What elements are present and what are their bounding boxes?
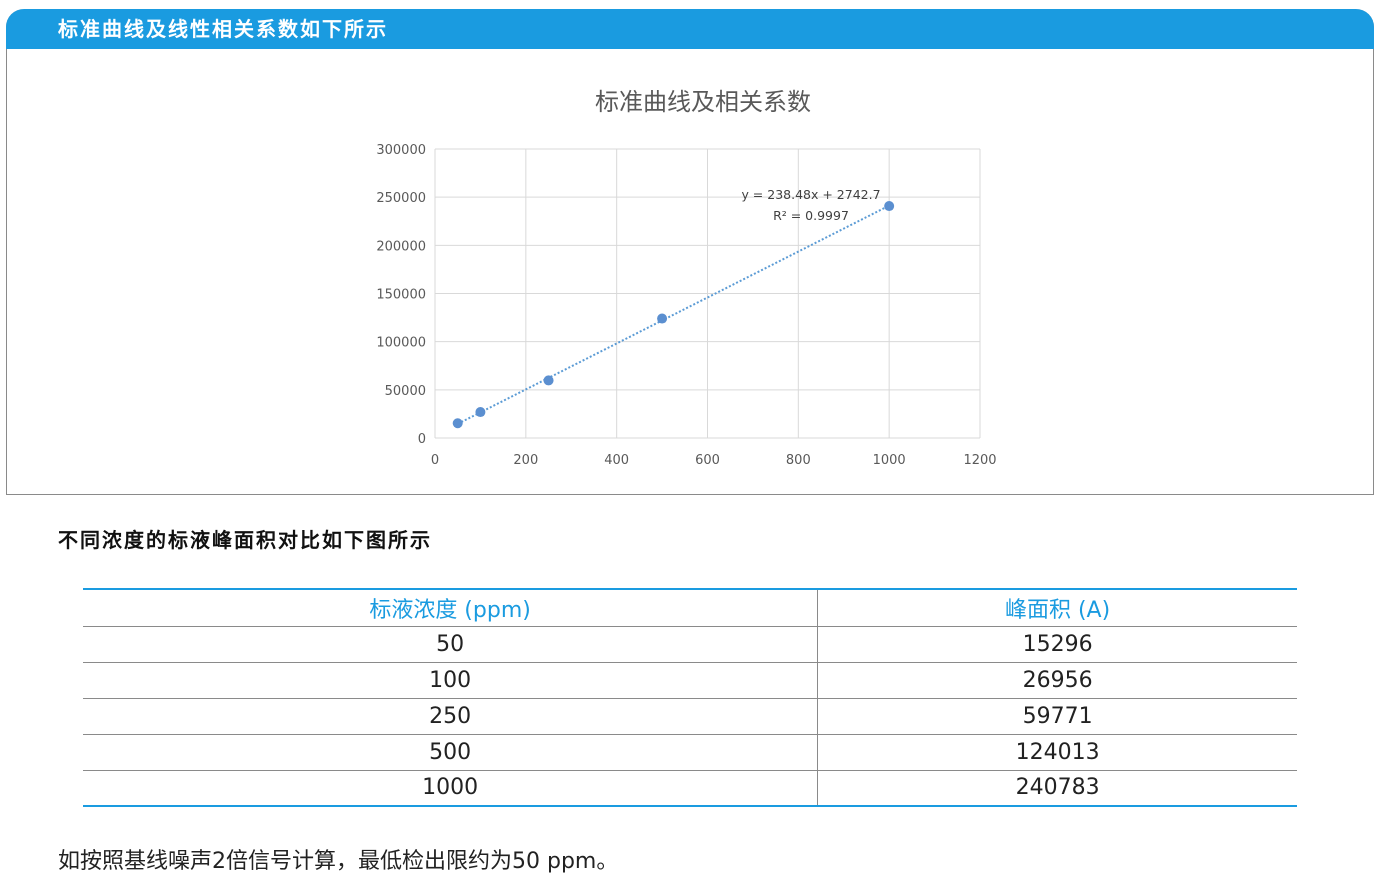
calibration-chart: 标准曲线及相关系数 0 50000 100000 150000 200000 250000… — [376, 88, 996, 468]
panel-title: 标准曲线及线性相关系数如下所示 — [58, 17, 388, 41]
y-tick-label: 300000 — [376, 143, 426, 158]
data-point — [452, 418, 463, 429]
detection-limit-note: 如按照基线噪声2倍信号计算，最低检出限约为50 ppm。 — [58, 849, 619, 874]
data-points — [452, 201, 895, 429]
trendline-annotations: y = 238.48x + 2742.7 R² = 0.9997 — [741, 187, 880, 223]
peak-area-cell: 240783 — [817, 770, 1297, 807]
concentration-cell: 1000 — [83, 770, 819, 807]
data-point — [475, 407, 486, 418]
peak-area-table: 标液浓度 (ppm) 峰面积 (A) 50 15296 100 26956 25… — [83, 588, 1297, 807]
trendline — [457, 204, 890, 425]
y-tick-label: 100000 — [376, 336, 426, 351]
data-point — [884, 201, 895, 212]
x-tick-label: 1200 — [963, 453, 996, 468]
x-tick-label: 800 — [786, 453, 811, 468]
y-tick-label: 0 — [418, 432, 426, 447]
x-tick-label: 400 — [604, 453, 629, 468]
chart-panel: 标准曲线及线性相关系数如下所示 标准曲线及相关系数 0 50000 100000 15… — [6, 9, 1374, 495]
trendline-equation: y = 238.48x + 2742.7 — [741, 187, 880, 202]
r-squared-label: R² = 0.9997 — [773, 208, 849, 223]
column-header-concentration: 标液浓度 (ppm) — [83, 588, 819, 627]
chart-title: 标准曲线及相关系数 — [595, 88, 811, 116]
x-tick-label: 600 — [695, 453, 720, 468]
peak-area-cell: 124013 — [817, 734, 1297, 771]
x-tick-label: 0 — [431, 453, 439, 468]
trendline-layer — [457, 204, 890, 425]
table-header-row: 标液浓度 (ppm) 峰面积 (A) — [83, 588, 1297, 627]
concentration-cell: 500 — [83, 734, 819, 771]
table-row: 250 59771 — [83, 698, 1297, 735]
x-tick-label: 200 — [513, 453, 538, 468]
peak-area-cell: 26956 — [817, 662, 1297, 699]
table-row: 100 26956 — [83, 662, 1297, 699]
axis-ticks: 0 50000 100000 150000 200000 250000 300000 0 200… — [376, 143, 996, 468]
y-tick-label: 200000 — [376, 239, 426, 254]
y-tick-label: 250000 — [376, 191, 426, 206]
peak-area-cell: 15296 — [817, 626, 1297, 663]
peak-area-cell: 59771 — [817, 698, 1297, 735]
y-tick-label: 50000 — [385, 384, 426, 399]
panel-header: 标准曲线及线性相关系数如下所示 — [6, 9, 1374, 49]
grid — [434, 148, 981, 439]
data-point — [657, 313, 668, 324]
concentration-cell: 250 — [83, 698, 819, 735]
concentration-cell: 100 — [83, 662, 819, 699]
column-header-peak-area: 峰面积 (A) — [817, 588, 1297, 627]
x-tick-label: 1000 — [873, 453, 906, 468]
section-title: 不同浓度的标液峰面积对比如下图所示 — [58, 528, 432, 552]
data-point — [543, 375, 554, 386]
concentration-cell: 50 — [83, 626, 819, 663]
y-tick-label: 150000 — [376, 288, 426, 303]
table-row: 1000 240783 — [83, 770, 1297, 807]
table-row: 500 124013 — [83, 734, 1297, 771]
table-row: 50 15296 — [83, 626, 1297, 663]
